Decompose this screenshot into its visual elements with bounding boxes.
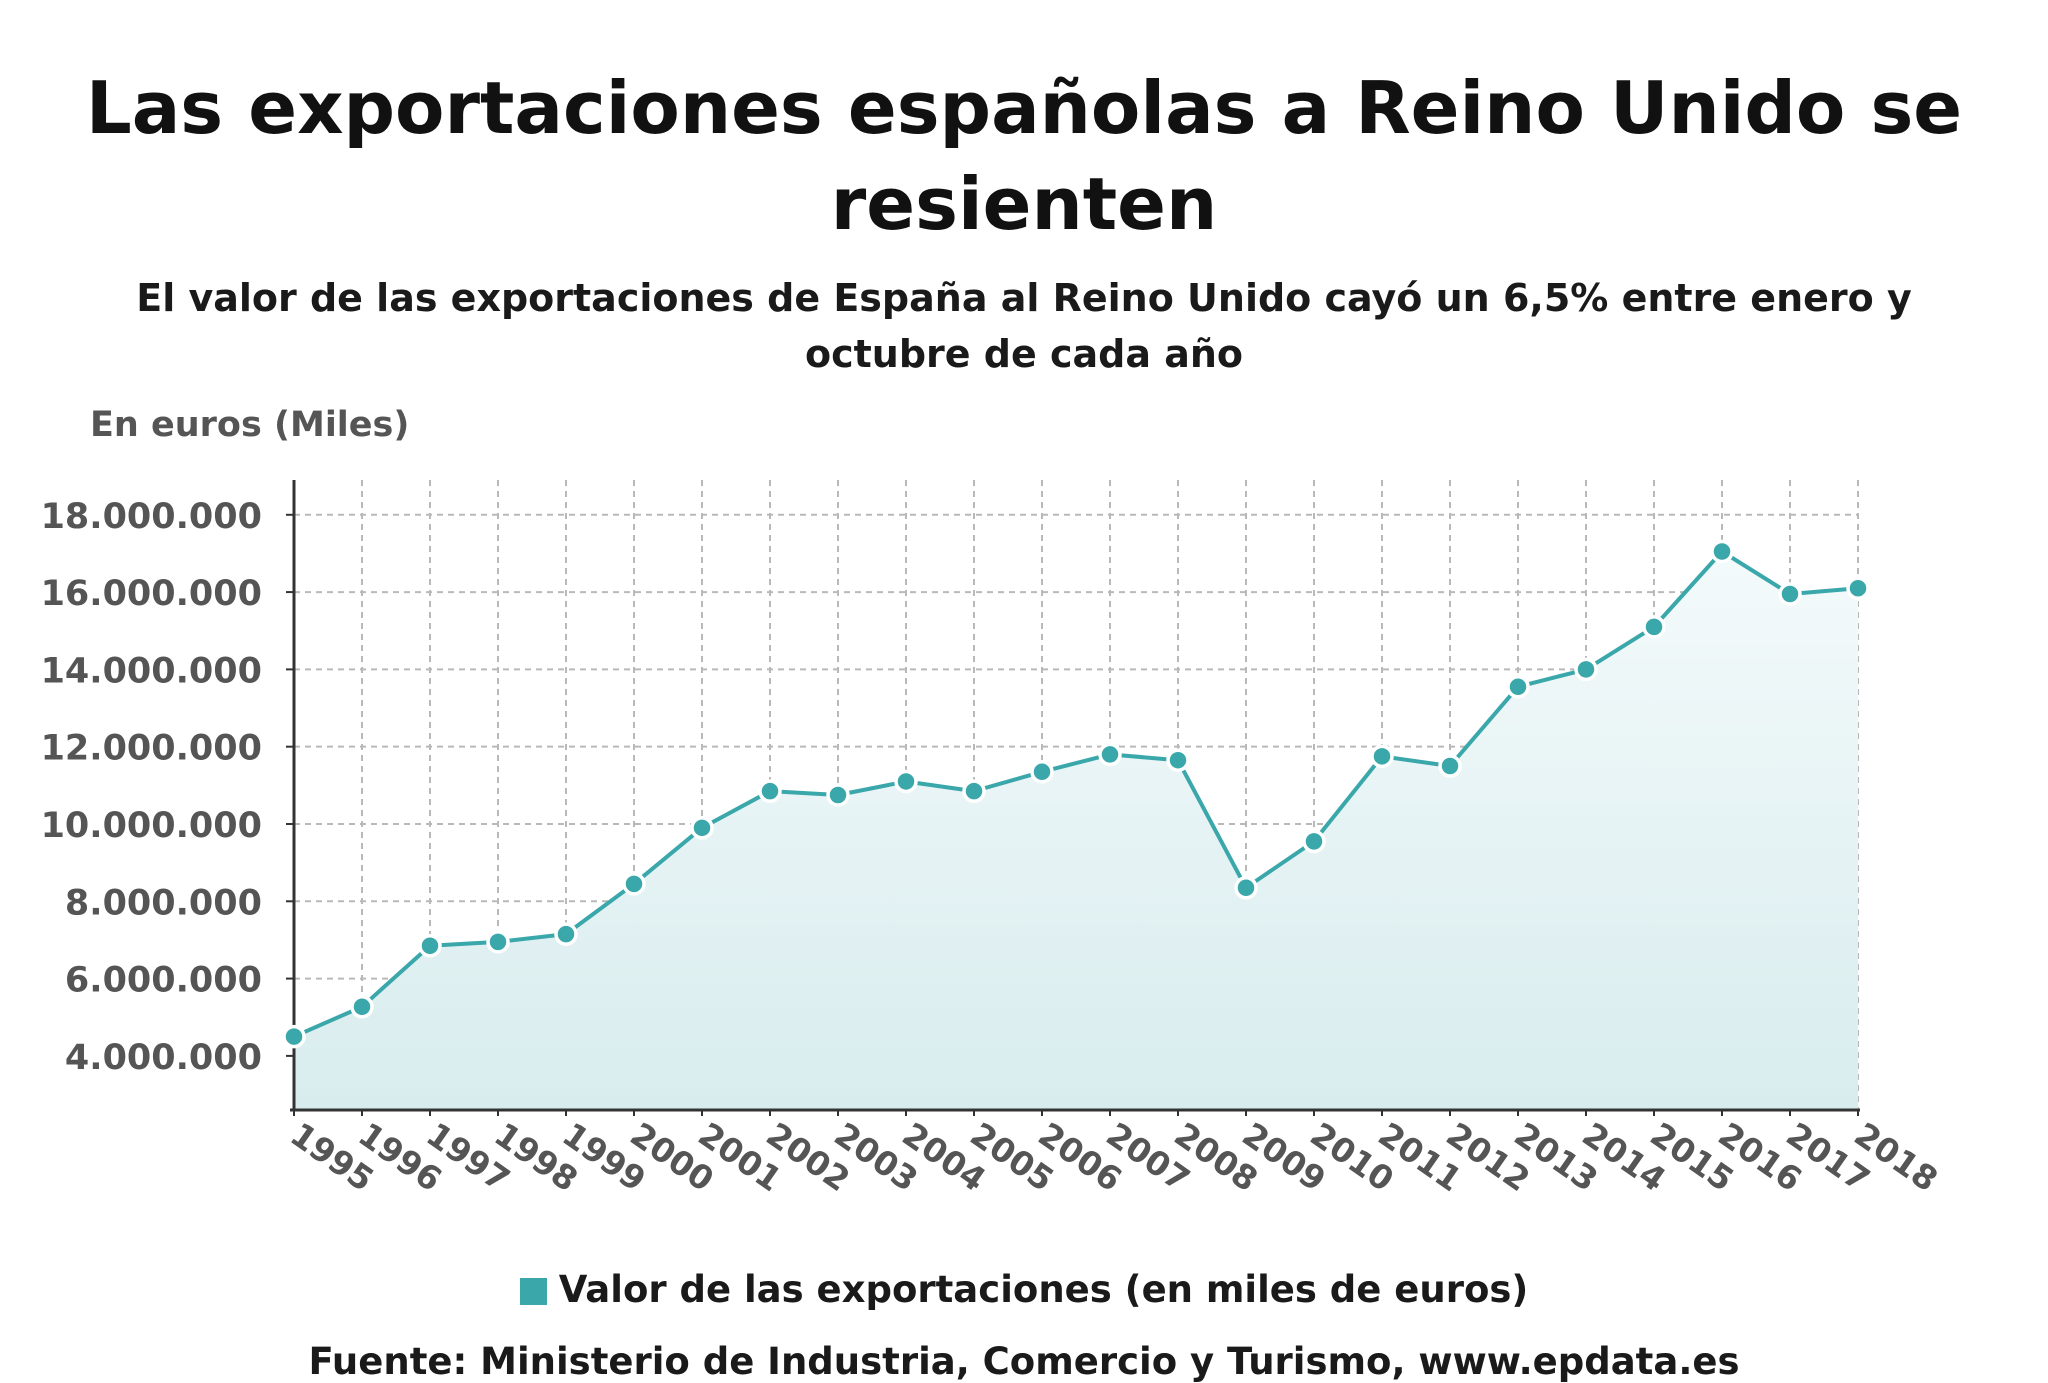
y-tick-label: 16.000.000 [41, 574, 262, 614]
legend-swatch [519, 1278, 547, 1305]
legend-label: Valor de las exportaciones (en miles de … [558, 1268, 1529, 1311]
chart-subtitle: El valor de las exportaciones de España … [136, 276, 1912, 376]
data-point-2001 [690, 816, 714, 840]
y-tick-label: 18.000.000 [41, 497, 262, 537]
data-point-1998 [486, 930, 510, 954]
data-point-2009 [1234, 876, 1258, 900]
data-point-2015 [1642, 615, 1666, 639]
data-point-2012 [1438, 754, 1462, 778]
data-point-2008 [1166, 748, 1190, 772]
y-tick-labels: 4.000.000 6.000.000 8.000.000 10.000.000 12.… [41, 497, 262, 1078]
data-point-2003 [826, 783, 850, 807]
point-layer [282, 539, 1870, 1049]
data-point-2004 [894, 769, 918, 794]
data-point-2014 [1574, 657, 1598, 682]
y-tick-label: 8.000.000 [65, 883, 262, 923]
data-point-1995 [282, 1024, 306, 1049]
data-point-2000 [622, 872, 646, 896]
data-point-1999 [554, 922, 578, 946]
line-area-chart: 4.000.000 6.000.000 8.000.000 10.000.000 12.… [41, 480, 1945, 1200]
data-point-2010 [1302, 829, 1326, 854]
data-point-2011 [1370, 744, 1394, 769]
legend: Valor de las exportaciones (en miles de … [0, 1268, 2048, 1311]
y-tick-label: 6.000.000 [65, 961, 262, 1001]
data-point-2005 [962, 779, 986, 803]
data-point-2002 [758, 779, 782, 803]
data-point-2017 [1778, 582, 1802, 606]
y-axis-unit-label: En euros (Miles) [90, 405, 410, 445]
chart-title: Las exportaciones españolas a Reino Unid… [85, 66, 1963, 246]
data-point-2016 [1710, 539, 1734, 564]
y-tick-label: 10.000.000 [41, 806, 262, 846]
x-tick-labels: 1995199619971998199920002001200220032004… [283, 1115, 1945, 1200]
data-point-2018 [1846, 576, 1870, 600]
data-point-2013 [1506, 675, 1530, 699]
data-point-2006 [1030, 760, 1054, 784]
area-fill [294, 551, 1858, 1110]
y-tick-label: 14.000.000 [41, 651, 262, 691]
data-point-1996 [350, 995, 374, 1019]
area-layer [294, 551, 1858, 1110]
axis-layer [286, 480, 1860, 1116]
data-point-2007 [1098, 742, 1122, 767]
y-tick-label: 4.000.000 [65, 1038, 262, 1078]
y-tick-label: 12.000.000 [41, 729, 262, 769]
data-point-1997 [418, 933, 442, 958]
source-note: Fuente: Ministerio de Industria, Comerci… [308, 1340, 1740, 1383]
